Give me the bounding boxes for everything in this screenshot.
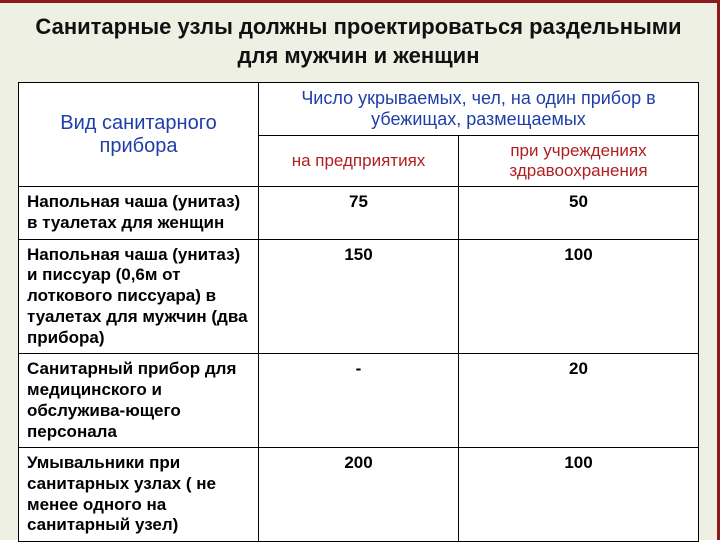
col-header-device: Вид санитарного прибора (19, 83, 259, 187)
row-label: Напольная чаша (унитаз) и писсуар (0,6м … (19, 239, 259, 354)
table-row: Напольная чаша (унитаз) в туалетах для ж… (19, 187, 699, 239)
col-header-healthcare: при учреждениях здравоохранения (459, 136, 699, 187)
cell-value: 20 (459, 354, 699, 448)
page-title: Санитарные узлы должны проектироваться р… (32, 13, 685, 70)
table-row: Умывальники при санитарных узлах ( не ме… (19, 448, 699, 542)
cell-value: 75 (259, 187, 459, 239)
row-label: Напольная чаша (унитаз) в туалетах для ж… (19, 187, 259, 239)
title-line-2: для мужчин и женщин (238, 43, 480, 68)
title-line-1: Санитарные узлы должны проектироваться р… (35, 14, 681, 39)
page: Санитарные узлы должны проектироваться р… (0, 0, 720, 540)
cell-value: 50 (459, 187, 699, 239)
cell-value: - (259, 354, 459, 448)
col-header-enterprise: на предприятиях (259, 136, 459, 187)
row-label: Санитарный прибор для медицинского и обс… (19, 354, 259, 448)
cell-value: 200 (259, 448, 459, 542)
table-row: Санитарный прибор для медицинского и обс… (19, 354, 699, 448)
table-row: Напольная чаша (унитаз) и писсуар (0,6м … (19, 239, 699, 354)
sanitary-table: Вид санитарного прибора Число укрываемых… (18, 82, 699, 542)
col-header-top: Число укрываемых, чел, на один прибор в … (259, 83, 699, 136)
cell-value: 100 (459, 239, 699, 354)
row-label: Умывальники при санитарных узлах ( не ме… (19, 448, 259, 542)
cell-value: 100 (459, 448, 699, 542)
cell-value: 150 (259, 239, 459, 354)
